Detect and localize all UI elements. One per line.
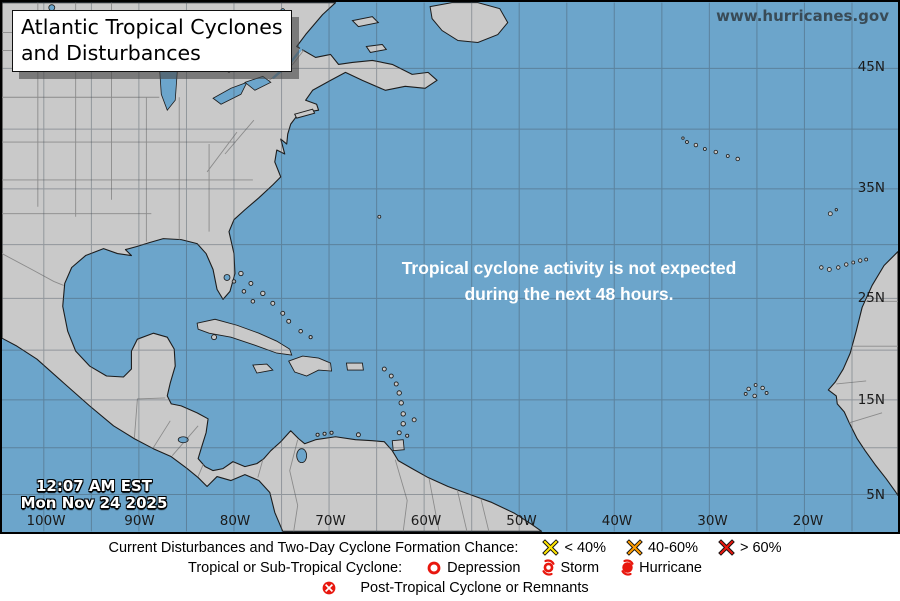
americas-landmass	[2, 2, 543, 532]
lon-label-60w: 60W	[410, 513, 442, 529]
hurricane-icon	[621, 559, 634, 576]
map-title-box: Atlantic Tropical Cyclones and Disturban…	[12, 10, 292, 72]
legend-item-gt60: > 60%	[718, 539, 782, 556]
map-title-line1: Atlantic Tropical Cyclones	[21, 15, 283, 39]
lon-label-40w: 40W	[601, 513, 633, 529]
lon-label-90w: 90W	[124, 513, 155, 529]
legend-label-storm: Storm	[560, 559, 600, 576]
timestamp-date: Mon Nov 24 2025	[20, 494, 168, 512]
atlantic-outlook-map: 45N 35N 25N 15N 5N 100W 90W 80W 70W 60W …	[0, 0, 900, 534]
map-title-line2: and Disturbances	[21, 41, 201, 65]
legend-row-post-tropical: Post-Tropical Cyclone or Remnants	[0, 578, 900, 597]
map-legend: Current Disturbances and Two-Day Cyclone…	[0, 534, 900, 601]
lat-label-45n: 45N	[857, 59, 885, 76]
legend-item-hurricane: Hurricane	[619, 559, 702, 576]
timestamp-time: 12:07 AM EST	[35, 477, 152, 495]
legend-label-gt60: > 60%	[739, 539, 782, 556]
x-mark-orange-icon	[626, 539, 643, 556]
lon-label-30w: 30W	[697, 513, 728, 529]
legend-item-storm: Storm	[540, 559, 599, 576]
lon-label-100w: 100W	[26, 513, 66, 529]
legend-label-hurricane: Hurricane	[639, 559, 702, 576]
legend-label-lt40: < 40%	[564, 539, 606, 556]
lon-label-50w: 50W	[506, 513, 537, 529]
message-line2: during the next 48 hours.	[464, 284, 674, 304]
atlantic-islands	[377, 136, 869, 399]
legend-label-post-tropical: Post-Tropical Cyclone or Remnants	[360, 579, 589, 596]
legend-item-lt40: < 40%	[542, 539, 606, 556]
legend-item-depression: Depression	[426, 560, 520, 576]
caribbean-islands	[196, 270, 417, 452]
lat-label-25n: 25N	[857, 290, 885, 307]
issuance-timestamp: 12:07 AM EST Mon Nov 24 2025	[16, 478, 172, 512]
lon-label-80w: 80W	[219, 513, 251, 529]
canadian-islands	[293, 2, 509, 119]
depression-icon	[427, 561, 441, 574]
legend-item-40-60: 40-60%	[626, 539, 698, 556]
lon-label-70w: 70W	[315, 513, 346, 529]
graticule-grid	[2, 2, 898, 532]
legend-label-depression: Depression	[447, 559, 521, 576]
hurricanes-gov-link[interactable]: www.hurricanes.gov	[716, 7, 889, 25]
storm-icon	[542, 559, 555, 576]
x-mark-red-icon	[718, 539, 735, 556]
lon-label-20w: 20W	[792, 513, 824, 529]
map-graphic	[2, 2, 898, 532]
legend-item-post-tropical	[321, 580, 342, 596]
lat-label-5n: 5N	[866, 487, 885, 504]
africa-landmass	[827, 251, 898, 497]
legend-row-cyclones: Tropical or Sub-Tropical Cyclone: Depres…	[0, 558, 900, 577]
lat-label-15n: 15N	[857, 392, 885, 409]
legend-row-disturbances: Current Disturbances and Two-Day Cyclone…	[0, 538, 900, 557]
lat-label-35n: 35N	[857, 180, 885, 197]
no-activity-message: Tropical cyclone activity is not expecte…	[402, 255, 737, 307]
message-line1: Tropical cyclone activity is not expecte…	[401, 258, 737, 278]
disturbance-caption: Current Disturbances and Two-Day Cyclone…	[108, 539, 519, 556]
x-mark-yellow-icon	[542, 539, 560, 556]
legend-label-40-60: 40-60%	[647, 539, 698, 556]
post-tropical-icon	[322, 581, 336, 594]
cyclone-caption: Tropical or Sub-Tropical Cyclone:	[188, 559, 403, 576]
